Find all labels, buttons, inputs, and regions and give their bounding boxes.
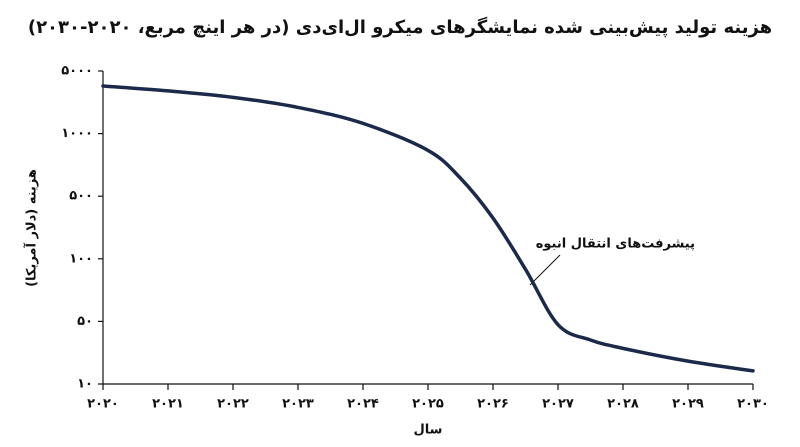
x-axis-label: سال: [414, 423, 443, 438]
x-tick-label: ۲۰۲۱: [152, 397, 184, 412]
x-tick-label: ۲۰۲۳: [282, 397, 314, 412]
y-tick-label: ۵۰۰۰: [61, 64, 93, 79]
y-tick-label: ۱۰۰۰: [61, 126, 93, 141]
x-tick-label: ۲۰۲۲: [217, 397, 249, 412]
y-tick-label: ۵۰: [77, 314, 93, 329]
annotation: پیشرفت‌های انتقال انبوه: [536, 237, 695, 252]
line: [101, 84, 755, 373]
x-tick-label: ۲۰۲۴: [347, 397, 379, 412]
x-tick-label: ۲۰۲۸: [607, 397, 639, 412]
y-axis-label: هزینه (دلار آمریکا): [23, 169, 40, 287]
y-tick-label: ۱۰۰: [69, 251, 93, 266]
annotation-pointer: [529, 254, 561, 286]
x-tick-label: ۲۰۳۰: [737, 397, 769, 412]
x-tick-label: ۲۰۲۹: [672, 397, 704, 412]
y-tick-label: ۱۰: [77, 377, 93, 392]
y-tick-label: ۵۰۰: [69, 189, 93, 204]
x-tick-label: ۲۰۲۷: [542, 397, 574, 412]
x-tick-label: ۲۰۲۰: [87, 397, 119, 412]
x-tick-label: ۲۰۲۵: [412, 397, 444, 412]
chart-title: هزینه تولید پیش‌بینی شده نمایشگرهای میکر…: [28, 16, 772, 38]
x-tick-label: ۲۰۲۶: [477, 397, 509, 412]
